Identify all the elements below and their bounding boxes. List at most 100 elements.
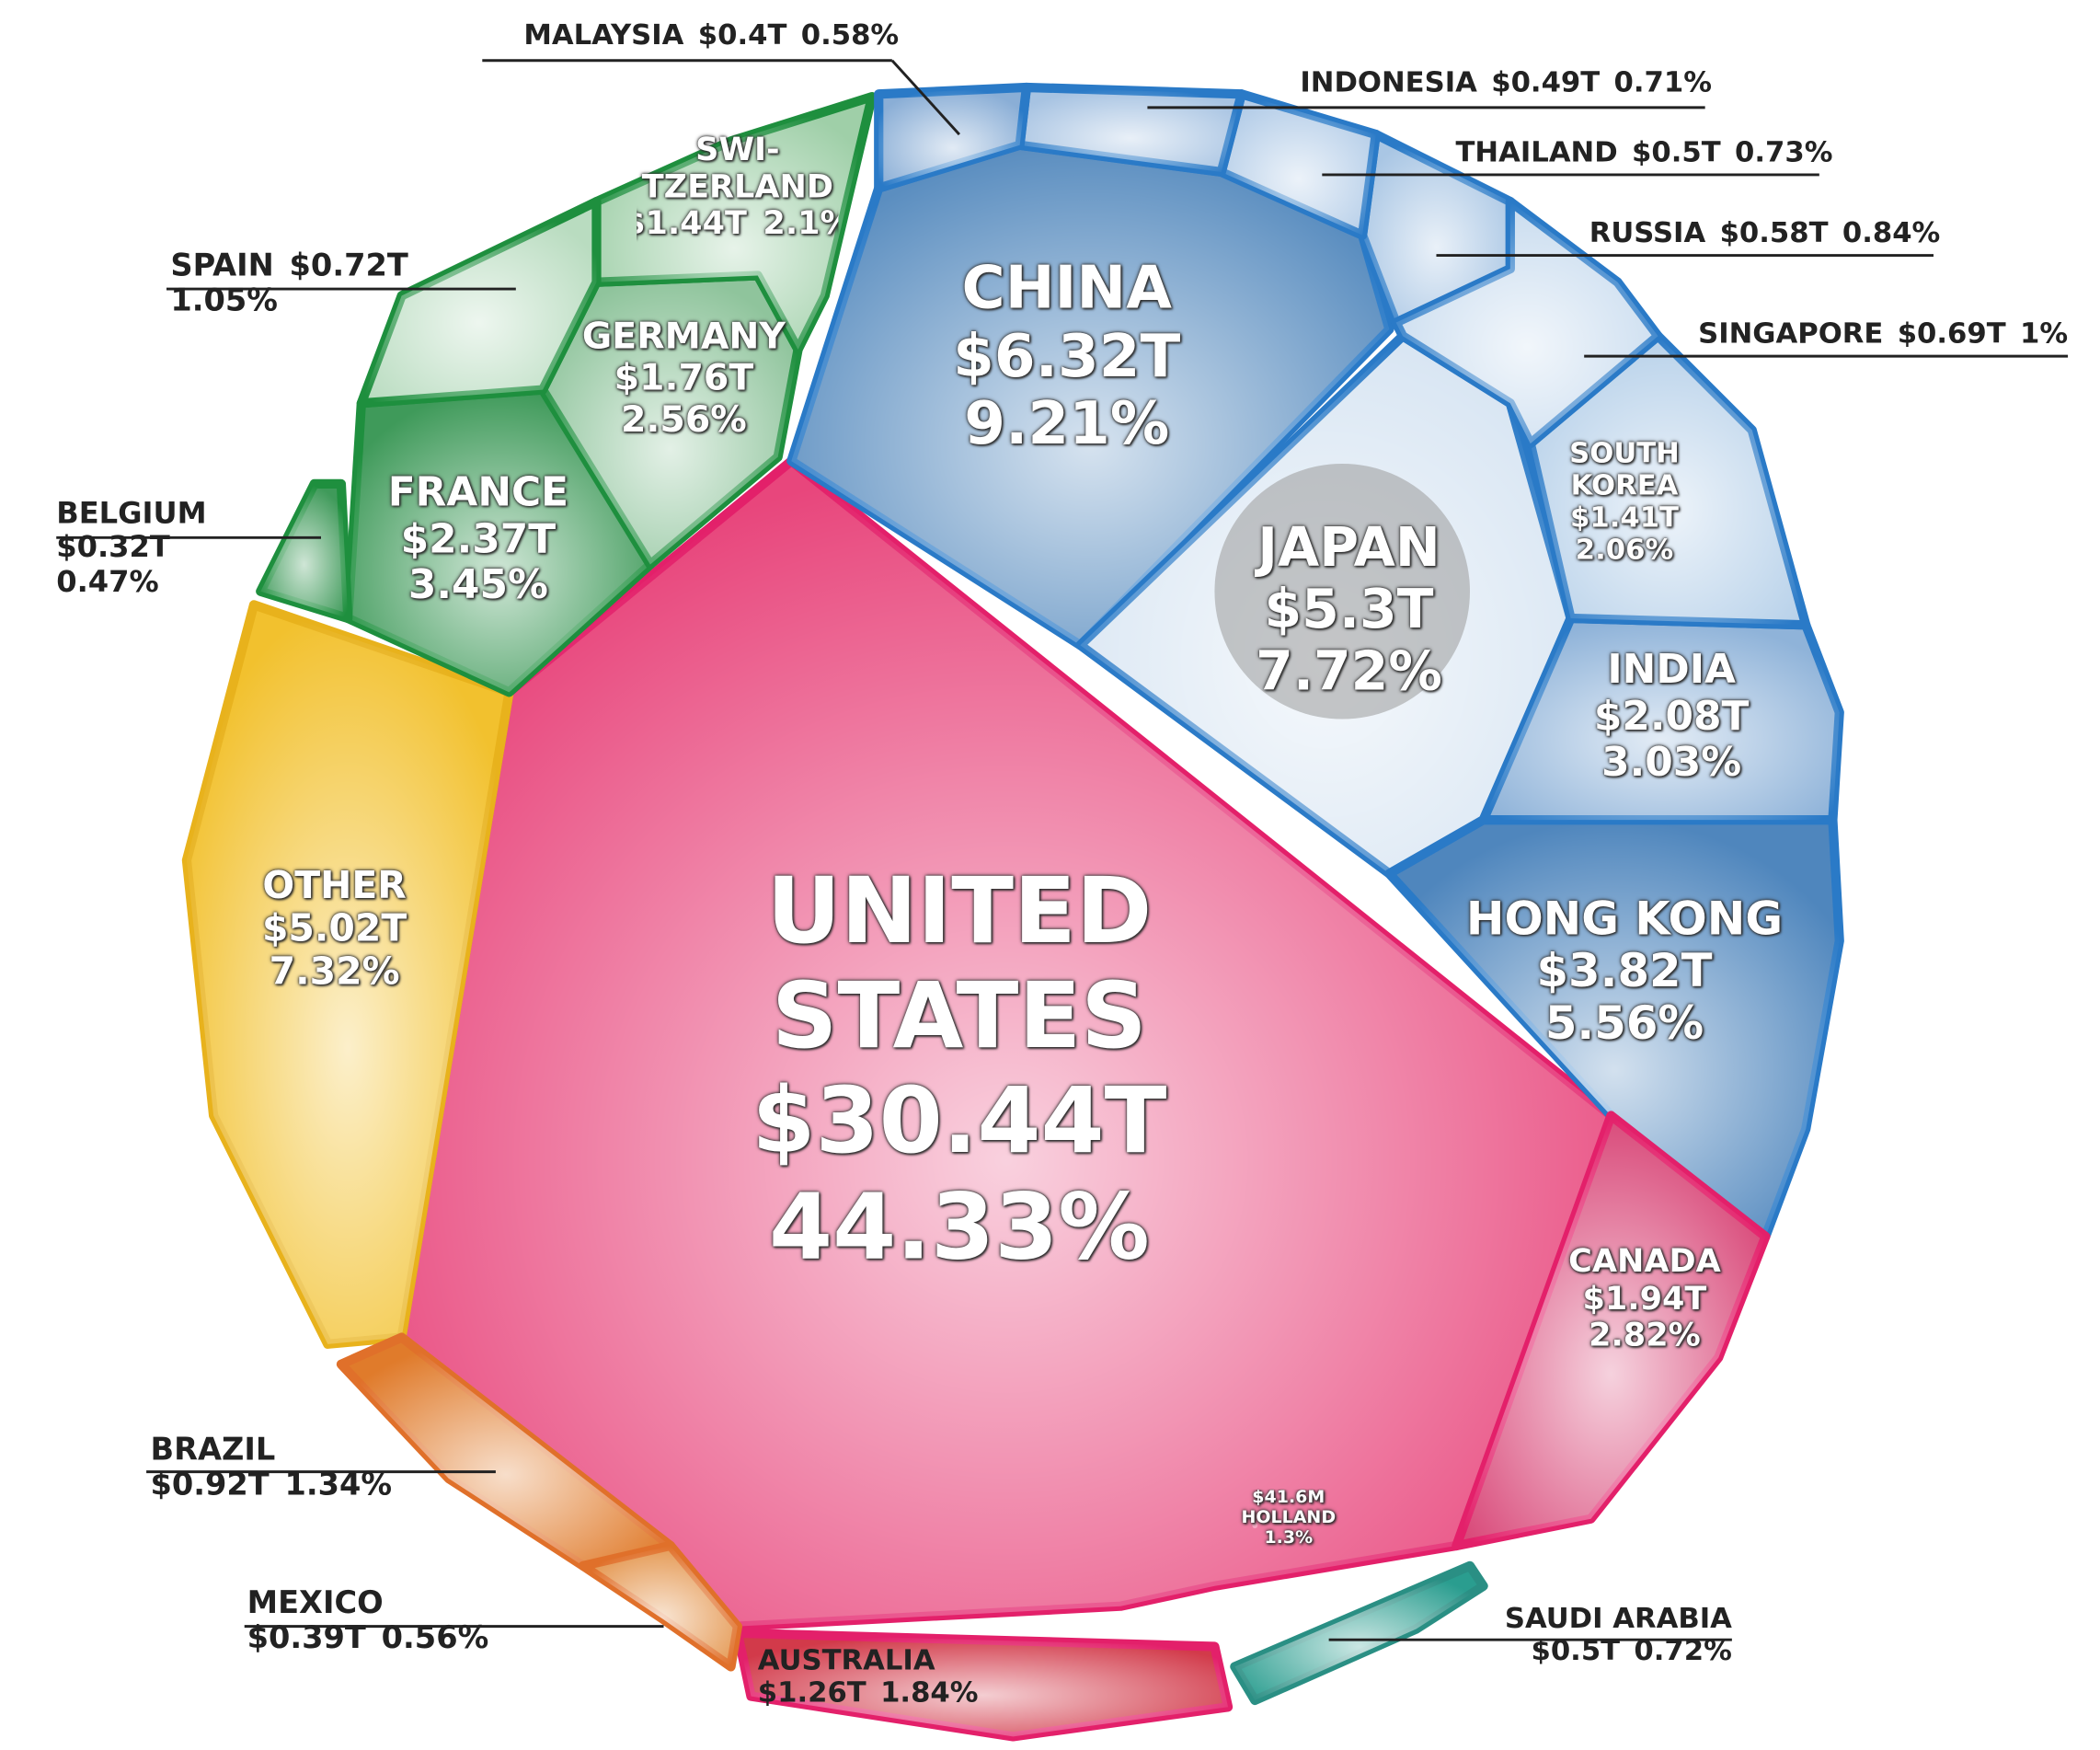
country-label: CHINA $6.32T 9.21% bbox=[892, 256, 1242, 524]
share-label: 0.47% bbox=[56, 565, 159, 599]
label-row: CANADA bbox=[1568, 1243, 1721, 1280]
value-label: $0.39T bbox=[247, 1621, 366, 1657]
share-label: 0.71% bbox=[1613, 65, 1712, 98]
country-label: HONG KONG $3.82T 5.56% bbox=[1436, 893, 1812, 1095]
cell-shine bbox=[340, 1337, 671, 1566]
country-name: UNITED STATES bbox=[766, 859, 1153, 1071]
label-row: 5.56% bbox=[1545, 998, 1704, 1052]
value-label: $1.41T bbox=[1570, 501, 1679, 535]
cells bbox=[181, 82, 1844, 1742]
label-row: $0.39T 0.56% bbox=[247, 1621, 489, 1657]
cell-shine bbox=[543, 275, 798, 565]
label-row: 3.03% bbox=[1601, 739, 1742, 787]
label-box: MEXICO$0.39T 0.56% bbox=[247, 1586, 624, 1667]
cell-shine bbox=[401, 461, 1612, 1627]
label-row: 0.47% bbox=[56, 565, 159, 599]
country-label: OTHER $5.02T 7.32% bbox=[227, 864, 442, 1012]
country-label: MEXICO $0.39T 0.56% bbox=[247, 1586, 624, 1667]
label-row: SOUTH KOREA bbox=[1537, 437, 1712, 502]
cell-shine bbox=[1362, 134, 1510, 323]
country-label: SINGAPORE $0.69T 1% bbox=[1618, 317, 2068, 371]
label-row: $41.6M bbox=[1252, 1490, 1325, 1510]
value-label: $1.94T bbox=[1582, 1279, 1707, 1318]
label-row: $5.3T bbox=[1265, 580, 1434, 641]
share-label: 7.72% bbox=[1256, 640, 1442, 704]
cell-shine bbox=[878, 86, 1027, 189]
country-name: CANADA bbox=[1568, 1243, 1721, 1280]
label-row: SAUDI ARABIA bbox=[1505, 1602, 1732, 1634]
share-label: 0.56% bbox=[381, 1621, 489, 1657]
label-row: JAPAN bbox=[1257, 517, 1440, 579]
country-name: HOLLAND bbox=[1241, 1507, 1337, 1528]
share-label: 44.33% bbox=[769, 1174, 1150, 1281]
label-row: INDIA bbox=[1607, 648, 1736, 694]
share-label: 3.03% bbox=[1601, 739, 1742, 787]
country-label: $41.6M HOLLAND 1.3% bbox=[1214, 1490, 1362, 1571]
value-label: $41.6M bbox=[1252, 1489, 1325, 1509]
country-name: AUSTRALIA bbox=[757, 1643, 935, 1676]
label-row: 7.32% bbox=[270, 950, 400, 994]
label-row: 1.05% bbox=[170, 284, 278, 320]
label-row: $2.08T bbox=[1594, 693, 1750, 741]
country-label: UNITED STATES $30.44T 44.33% bbox=[677, 860, 1242, 1371]
share-label: 2.82% bbox=[1589, 1316, 1701, 1354]
cell-shine bbox=[582, 1545, 738, 1667]
country-name: BRAZIL bbox=[150, 1433, 276, 1468]
label-row: $1.94T bbox=[1582, 1279, 1707, 1318]
label-row: GERMANY bbox=[582, 316, 786, 357]
share-label: 0.72% bbox=[1634, 1634, 1732, 1667]
label-row: $0.92T 1.34% bbox=[150, 1468, 392, 1504]
country-label: THAILAND $0.5T 0.73% bbox=[1403, 136, 1833, 190]
country-label: SPAIN $0.72T 1.05% bbox=[170, 248, 546, 329]
country-name: SWI-TZERLAND bbox=[641, 132, 833, 205]
country-label: CANADA $1.94T 2.82% bbox=[1537, 1243, 1752, 1391]
country-label: MALAYSIA $0.4T 0.58% bbox=[482, 18, 899, 72]
label-box: SPAIN $0.72T 1.05% bbox=[170, 248, 546, 329]
cell-shine bbox=[737, 1632, 1229, 1737]
value-label: $0.72T bbox=[289, 248, 408, 284]
country-label: RUSSIA $0.58T 0.84% bbox=[1537, 216, 1941, 270]
label-row: $0.32T bbox=[56, 531, 170, 565]
country-name: SOUTH KOREA bbox=[1569, 436, 1680, 502]
cell-shine bbox=[348, 389, 650, 693]
cell-shine bbox=[1221, 94, 1376, 236]
country-name: JAPAN bbox=[1257, 517, 1440, 580]
country-label: BELGIUM $0.32T 0.47% bbox=[56, 498, 312, 632]
country-name: GERMANY bbox=[581, 316, 786, 358]
label-row: $3.82T bbox=[1536, 945, 1713, 999]
cell-shine bbox=[1456, 1115, 1766, 1546]
country-name: MALAYSIA bbox=[523, 18, 684, 52]
value-label: $3.82T bbox=[1536, 945, 1713, 999]
label-row: MALAYSIA $0.4T 0.58% bbox=[523, 18, 899, 51]
label-row: $1.26T 1.84% bbox=[758, 1676, 979, 1709]
country-name: SAUDI ARABIA bbox=[1504, 1602, 1732, 1635]
share-label: 0.84% bbox=[1842, 216, 1941, 249]
label-row: UNITED STATES bbox=[677, 860, 1242, 1070]
cell-shine bbox=[1395, 201, 1658, 444]
country-name: HONG KONG bbox=[1465, 893, 1784, 947]
label-row: BRAZIL bbox=[150, 1433, 275, 1468]
label-row: 3.45% bbox=[408, 562, 548, 609]
label-row: $6.32T bbox=[953, 322, 1180, 391]
leader-lines bbox=[56, 59, 2069, 1641]
country-name: SINGAPORE bbox=[1698, 317, 1884, 350]
share-label: 2.06% bbox=[1575, 534, 1674, 567]
share-label: 1.34% bbox=[284, 1468, 393, 1503]
label-row: THAILAND $0.5T 0.73% bbox=[1456, 136, 1833, 168]
cell-shine bbox=[596, 97, 872, 350]
country-label: JAPAN $5.3T 7.72% bbox=[1214, 517, 1483, 745]
label-row: 44.33% bbox=[769, 1174, 1150, 1281]
label-row: RUSSIA $0.58T 0.84% bbox=[1589, 216, 1941, 248]
country-cell bbox=[1252, 1523, 1258, 1528]
value-label: $0.58T bbox=[1719, 216, 1829, 249]
value-label: $30.44T bbox=[752, 1068, 1167, 1176]
country-label: FRANCE $2.37T 3.45% bbox=[364, 470, 592, 631]
